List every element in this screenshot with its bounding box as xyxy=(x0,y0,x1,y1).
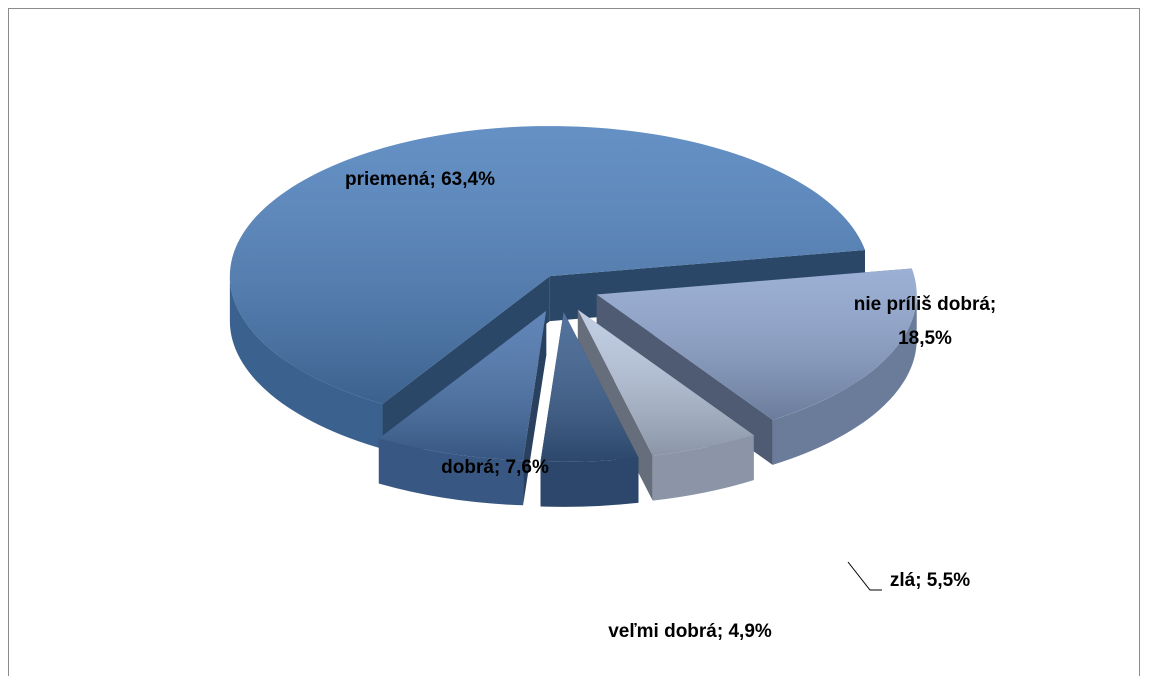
slice-shade xyxy=(577,309,754,456)
slice-wall xyxy=(652,435,754,501)
data-label: dobrá; 7,6% xyxy=(441,457,549,478)
leader-line xyxy=(847,561,882,591)
data-label-line: 18,5% xyxy=(898,328,952,349)
slice-wall xyxy=(772,294,917,465)
pie xyxy=(229,126,917,507)
slice-shade xyxy=(229,126,866,404)
data-label: zlá; 5,5% xyxy=(890,570,970,591)
data-label-line: nie príliš dobrá; xyxy=(854,294,997,315)
slice-shade xyxy=(540,311,639,462)
data-label: nie príliš dobrá; 18,5% xyxy=(854,294,997,349)
slice-wall xyxy=(229,276,383,449)
slice-wall xyxy=(378,438,524,506)
slice xyxy=(540,311,639,507)
labels: nie príliš dobrá; 18,5% zlá; 5,5% veľmi dob… xyxy=(345,169,996,642)
slice-shade xyxy=(596,268,917,420)
slice xyxy=(378,310,547,506)
slice-shade xyxy=(378,310,547,461)
data-label: veľmi dobrá; 4,9% xyxy=(608,621,772,642)
data-label: priemená; 63,4% xyxy=(345,169,495,190)
slice-wall xyxy=(540,457,639,507)
slice xyxy=(596,268,917,465)
